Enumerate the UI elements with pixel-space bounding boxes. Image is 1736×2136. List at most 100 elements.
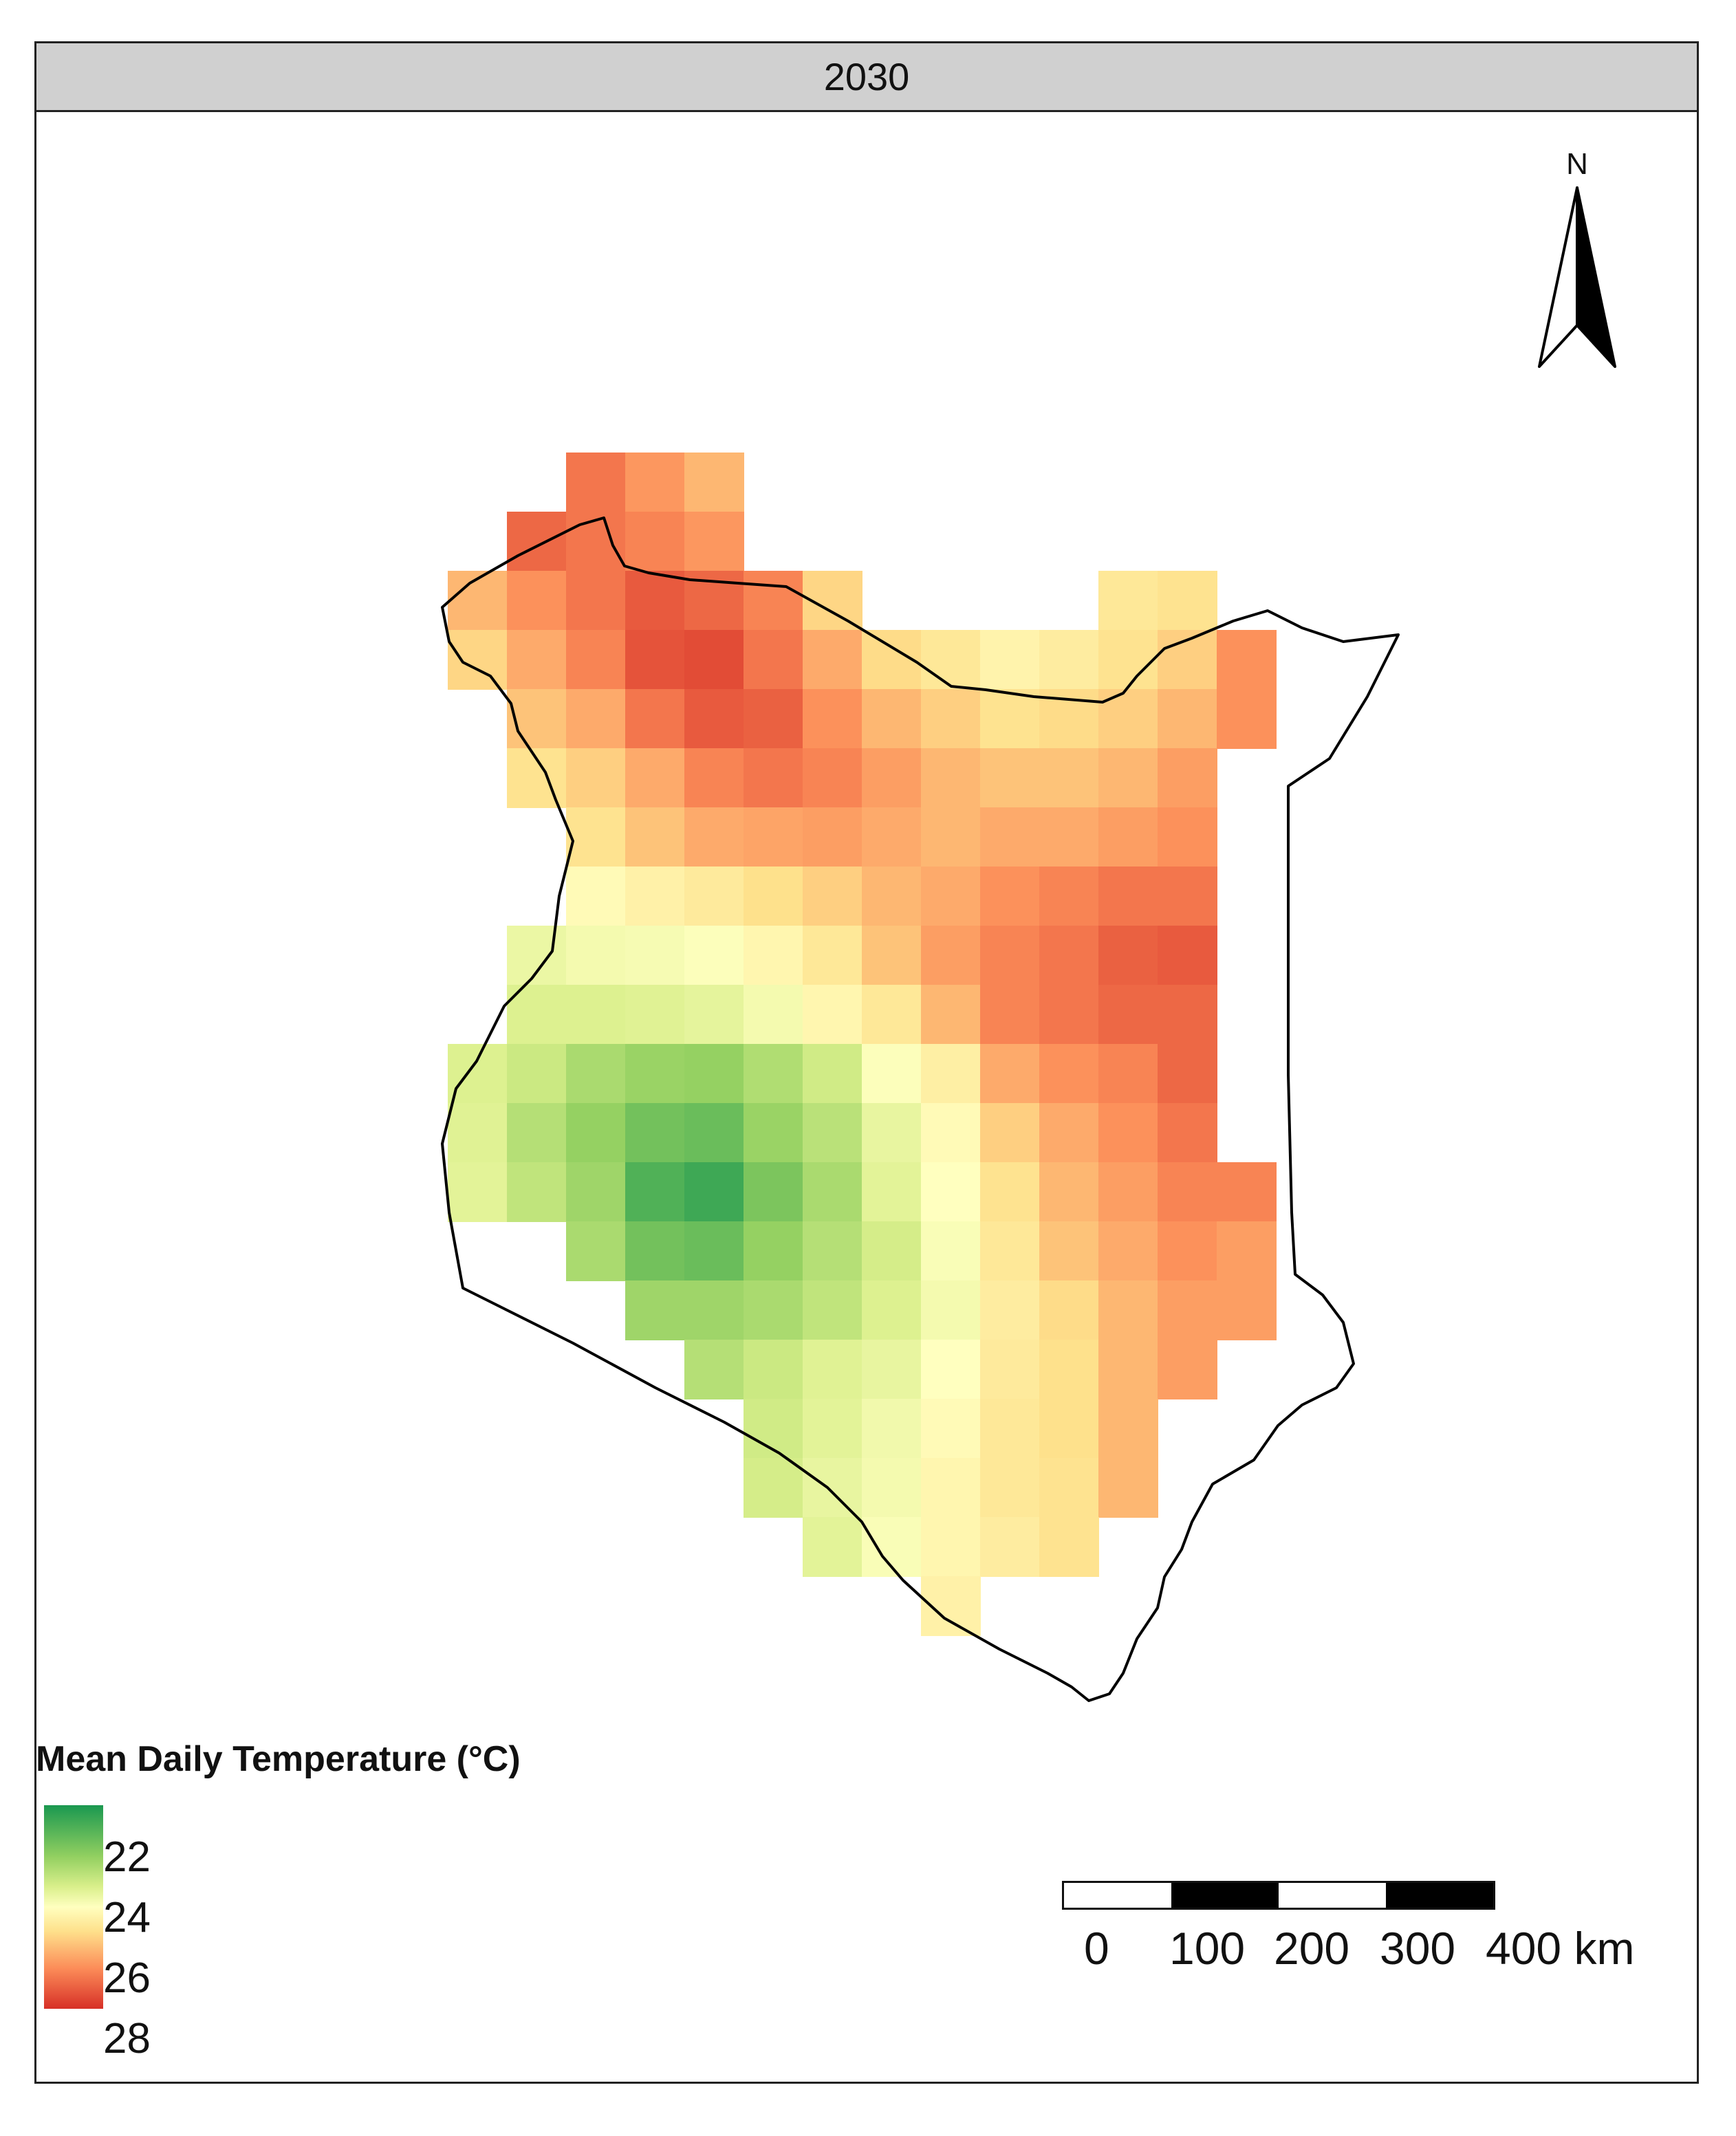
raster-cell	[921, 1162, 981, 1222]
raster-cell	[684, 867, 744, 926]
raster-cell	[1039, 926, 1099, 985]
raster-cell	[684, 630, 744, 690]
raster-cell	[625, 630, 685, 690]
raster-cell	[980, 1103, 1040, 1163]
raster-cell	[862, 1044, 922, 1104]
raster-cell	[1158, 1162, 1217, 1222]
raster-cell	[1098, 867, 1158, 926]
raster-cell	[744, 1340, 803, 1399]
raster-cell	[566, 985, 626, 1045]
raster-cell	[803, 1517, 862, 1577]
raster-cell	[566, 748, 626, 808]
raster-cell	[684, 453, 744, 512]
raster-cell	[1039, 1399, 1099, 1459]
raster-cell	[862, 689, 922, 749]
raster-cell	[980, 1044, 1040, 1104]
raster-cell	[507, 571, 567, 631]
scale-label-100: 100	[1169, 1923, 1246, 1974]
scale-segment-4	[1386, 1883, 1493, 1908]
raster-cell	[980, 748, 1040, 808]
raster-cell	[862, 1458, 922, 1518]
raster-cell	[980, 926, 1040, 985]
raster-cell	[921, 1103, 981, 1163]
raster-cell	[862, 1103, 922, 1163]
raster-cell	[448, 1044, 508, 1104]
legend-tick-26: 26	[103, 1954, 151, 2002]
raster-cell	[1098, 748, 1158, 808]
raster-cell	[566, 1162, 626, 1222]
raster-cell	[980, 1340, 1040, 1399]
raster-cell	[980, 1399, 1040, 1459]
scale-bar	[1062, 1881, 1495, 1910]
raster-cell	[448, 1103, 508, 1163]
raster-cell	[625, 571, 685, 631]
raster-cell	[566, 1044, 626, 1104]
scale-label-400: 400 km	[1486, 1923, 1635, 1974]
raster-cell	[803, 985, 862, 1045]
raster-cell	[625, 1221, 685, 1281]
raster-cell	[921, 1280, 981, 1340]
raster-cell	[1098, 1221, 1158, 1281]
raster-cell	[1098, 1044, 1158, 1104]
legend-color-bar	[44, 1805, 103, 2009]
temperature-raster	[448, 453, 1277, 1636]
raster-cell	[921, 689, 981, 749]
raster-cell	[684, 926, 744, 985]
raster-cell	[566, 630, 626, 690]
raster-cell	[1039, 1517, 1099, 1577]
raster-cell	[803, 867, 862, 926]
raster-cell	[803, 926, 862, 985]
north-label: N	[1566, 147, 1588, 181]
raster-cell	[744, 867, 803, 926]
map-canvas: N	[441, 147, 1616, 1702]
raster-cell	[1098, 807, 1158, 867]
scale-label-200: 200	[1274, 1923, 1350, 1974]
raster-cell	[1098, 571, 1158, 631]
raster-cell	[921, 1340, 981, 1399]
raster-cell	[1039, 1280, 1099, 1340]
legend-tick-28: 28	[103, 2015, 151, 2062]
raster-cell	[1158, 1044, 1217, 1104]
raster-cell	[625, 926, 685, 985]
raster-cell	[803, 1162, 862, 1222]
raster-cell	[448, 630, 508, 690]
scale-segment-2	[1171, 1883, 1279, 1908]
raster-cell	[507, 1162, 567, 1222]
raster-cell	[1098, 1162, 1158, 1222]
raster-cell	[744, 630, 803, 690]
raster-cell	[980, 1162, 1040, 1222]
raster-cell	[625, 689, 685, 749]
raster-cell	[684, 985, 744, 1045]
raster-cell	[1098, 926, 1158, 985]
raster-cell	[744, 1044, 803, 1104]
raster-cell	[684, 1340, 744, 1399]
raster-cell	[862, 985, 922, 1045]
raster-cell	[566, 689, 626, 749]
raster-cell	[1039, 748, 1099, 808]
raster-cell	[803, 807, 862, 867]
raster-cell	[566, 1221, 626, 1281]
panel-title: 2030	[823, 55, 910, 98]
raster-cell	[1098, 1280, 1158, 1340]
kenya-border	[441, 516, 1400, 1702]
raster-cell	[1039, 1044, 1099, 1104]
raster-cell	[921, 1399, 981, 1459]
raster-cell	[625, 1103, 685, 1163]
raster-cell	[1158, 926, 1217, 985]
raster-cell	[1039, 630, 1099, 690]
raster-cell	[921, 926, 981, 985]
raster-cell	[1039, 1221, 1099, 1281]
raster-cell	[744, 807, 803, 867]
raster-cell	[566, 807, 626, 867]
raster-cell	[684, 748, 744, 808]
raster-cell	[1098, 1399, 1158, 1459]
raster-cell	[1039, 985, 1099, 1045]
scale-label-0: 0	[1084, 1923, 1109, 1974]
raster-cell	[980, 1517, 1040, 1577]
raster-cell	[803, 748, 862, 808]
raster-cell	[744, 1280, 803, 1340]
raster-cell	[980, 807, 1040, 867]
raster-cell	[803, 1399, 862, 1459]
raster-cell	[1217, 630, 1277, 690]
scale-segment-3	[1279, 1883, 1386, 1908]
